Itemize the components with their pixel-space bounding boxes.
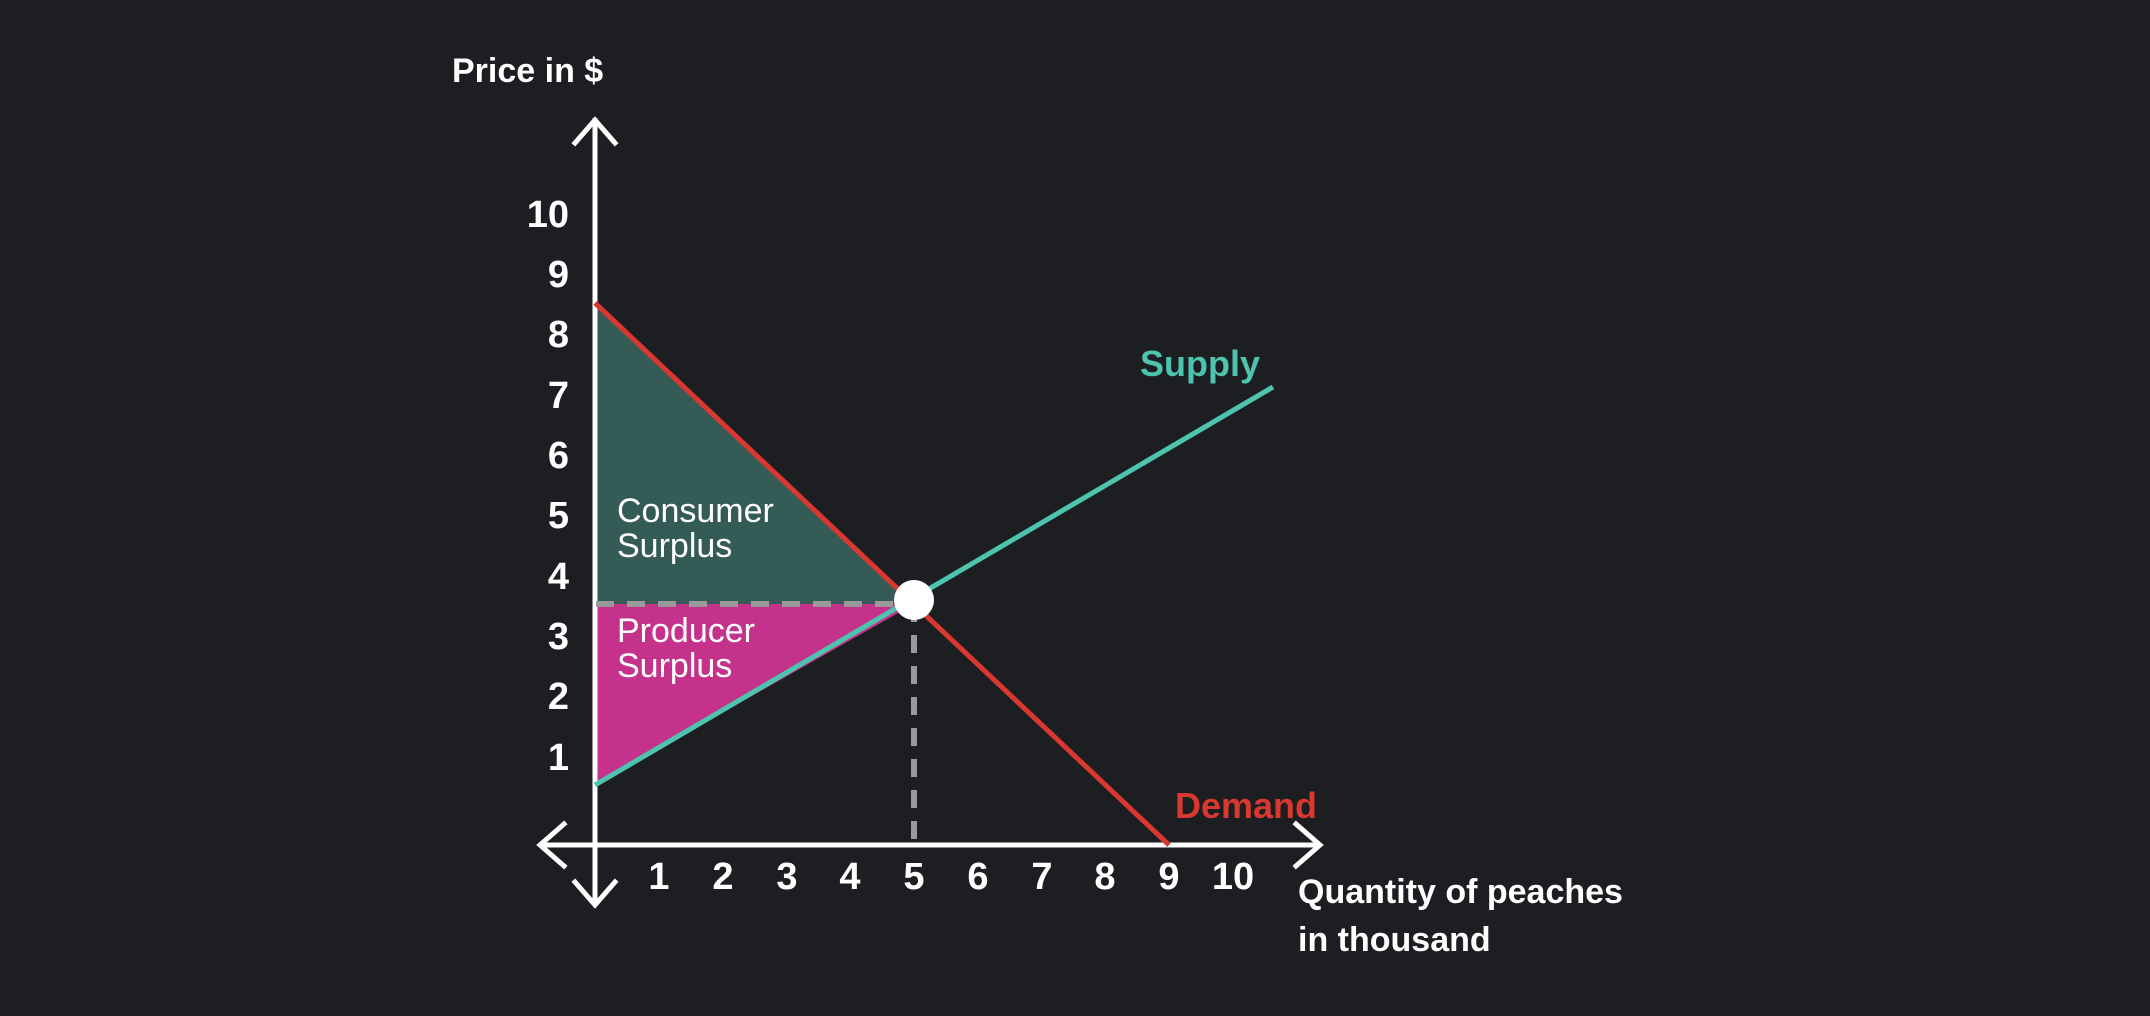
x-tick-label-6: 6 xyxy=(967,856,988,898)
producer-surplus-label-line1: Producer xyxy=(617,612,755,650)
x-tick-label-10: 10 xyxy=(1212,856,1254,898)
supply-line xyxy=(593,384,1275,788)
producer-surplus-label-line2: Surplus xyxy=(617,647,732,685)
x-axis-left-arrow-icon xyxy=(536,820,568,870)
supply-series-label: Supply xyxy=(1140,343,1260,384)
x-axis-right-arrow-icon xyxy=(1292,820,1324,870)
x-axis-title-line1: Quantity of peaches xyxy=(1298,873,1623,911)
x-tick-label-2: 2 xyxy=(712,856,733,898)
y-tick-label-4: 4 xyxy=(548,556,569,598)
equilibrium-point-marker xyxy=(894,580,934,620)
y-tick-label-2: 2 xyxy=(548,676,569,718)
y-tick-label-7: 7 xyxy=(548,375,569,417)
y-tick-label-5: 5 xyxy=(548,495,569,537)
y-axis-down-arrow-icon xyxy=(571,878,619,909)
x-tick-label-4: 4 xyxy=(839,856,860,898)
y-tick-label-9: 9 xyxy=(548,254,569,296)
consumer-surplus-label-line2: Surplus xyxy=(617,527,732,565)
y-axis-up-arrow-icon xyxy=(571,116,619,147)
x-tick-label-8: 8 xyxy=(1094,856,1115,898)
x-tick-label-1: 1 xyxy=(648,856,669,898)
y-tick-label-8: 8 xyxy=(548,314,569,356)
x-axis-title-line2: in thousand xyxy=(1298,921,1491,959)
demand-line xyxy=(593,301,1171,847)
consumer-surplus-label-line1: Consumer xyxy=(617,492,774,530)
y-tick-label-10: 10 xyxy=(527,194,569,236)
y-tick-label-6: 6 xyxy=(548,435,569,477)
y-axis-title: Price in $ xyxy=(452,52,603,90)
x-tick-label-9: 9 xyxy=(1158,856,1179,898)
x-tick-label-7: 7 xyxy=(1031,856,1052,898)
x-tick-label-5: 5 xyxy=(903,856,924,898)
y-tick-label-3: 3 xyxy=(548,616,569,658)
demand-series-label: Demand xyxy=(1175,785,1317,826)
y-tick-label-1: 1 xyxy=(548,737,569,779)
x-tick-label-3: 3 xyxy=(776,856,797,898)
